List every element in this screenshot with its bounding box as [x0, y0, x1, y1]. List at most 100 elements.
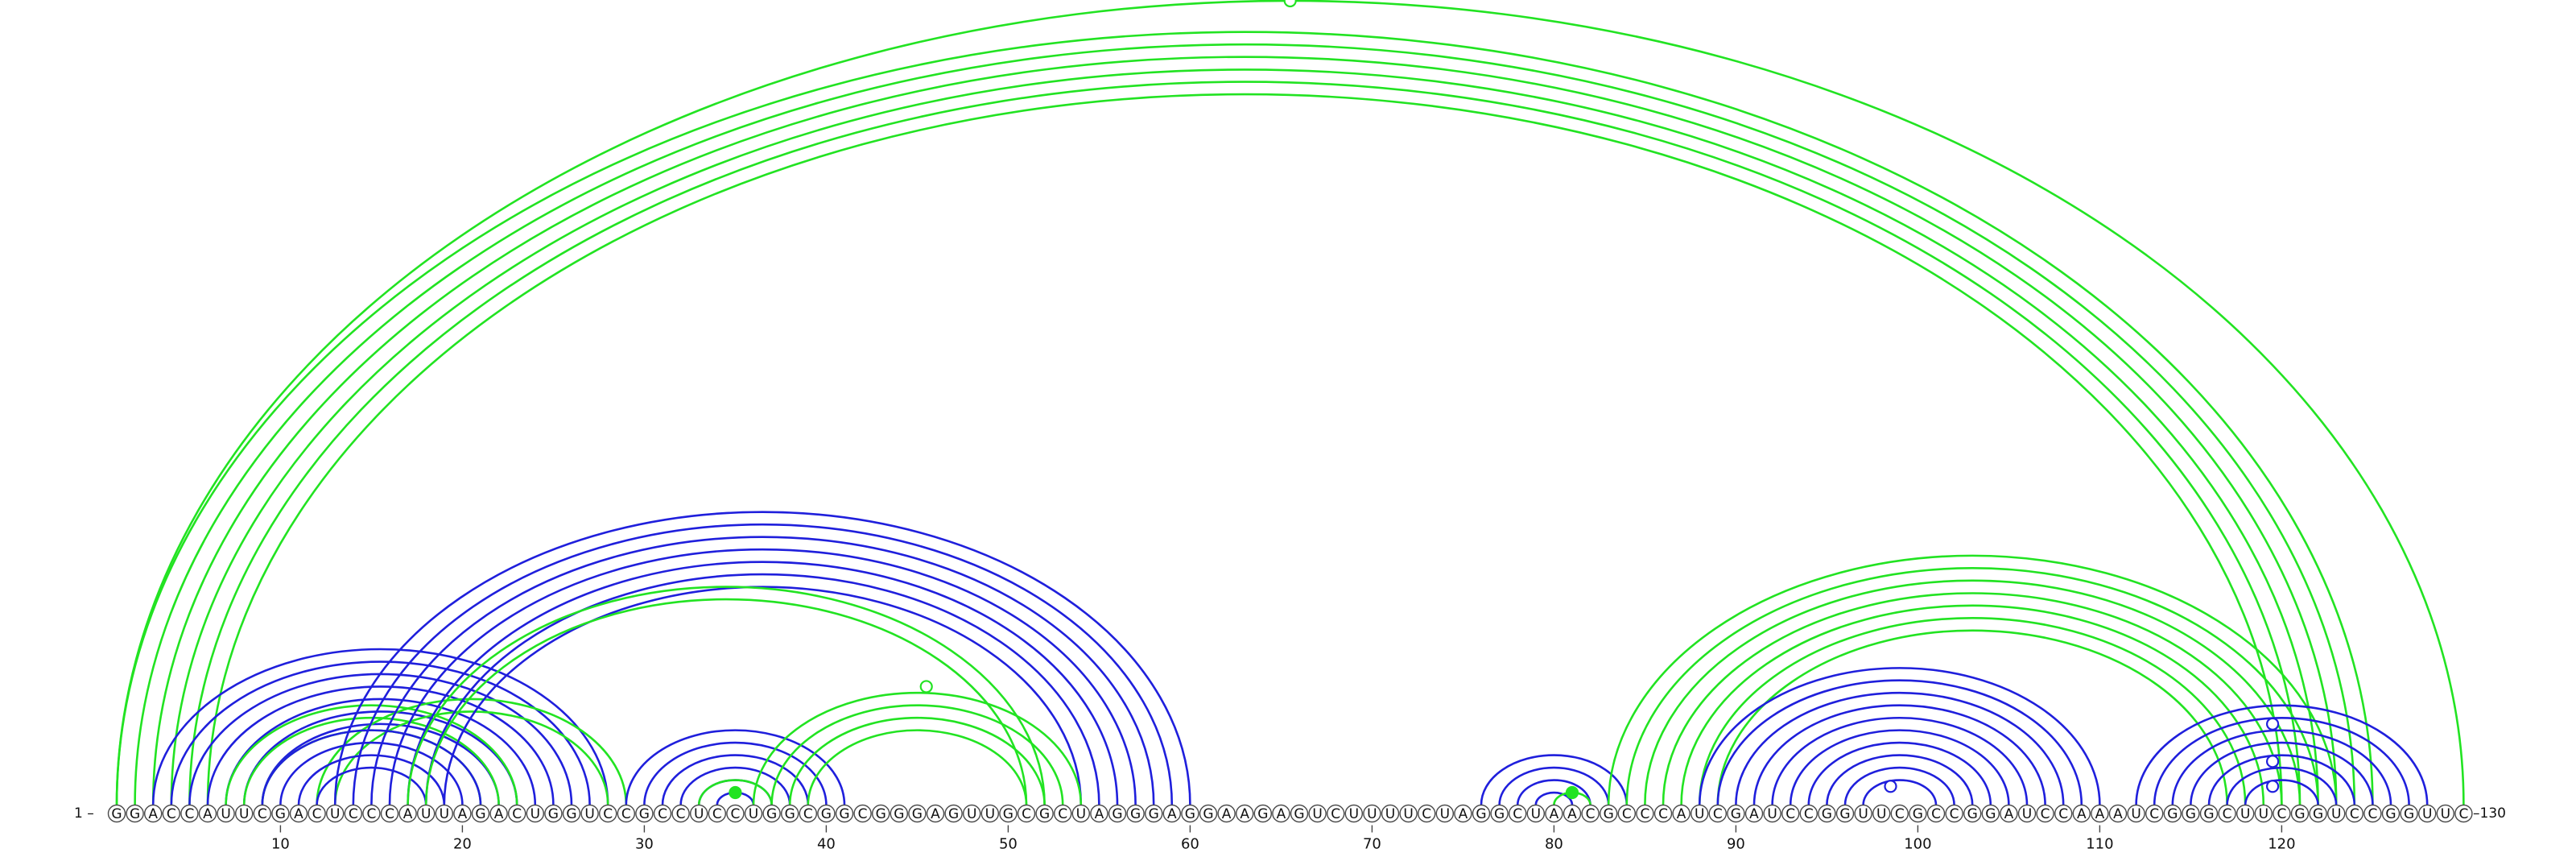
nucleotide: G	[2381, 804, 2401, 823]
nucleotide-circle	[2127, 804, 2145, 823]
arc-green-39-51	[807, 729, 1028, 805]
nucleotide-circle	[2163, 804, 2182, 823]
nucleotide-circle	[599, 804, 617, 823]
nucleotide-letter: C	[1331, 806, 1340, 822]
arc-blue-19-54	[443, 586, 1083, 805]
nucleotide-circle	[617, 804, 635, 823]
nucleotide-circle	[1272, 804, 1290, 823]
nucleotide: G	[562, 804, 581, 823]
axis-tick-label: 120	[2268, 836, 2295, 853]
nucleotide-circle	[962, 804, 981, 823]
nucleotide-letter: U	[1440, 806, 1450, 822]
arc-blue-7-24	[225, 698, 537, 805]
nucleotide: G	[999, 804, 1018, 823]
nucleotide: C	[1799, 804, 1818, 823]
nucleotide-circle	[1454, 804, 1472, 823]
nucleotide: C	[344, 804, 362, 823]
nucleotide-circle	[2417, 804, 2437, 823]
nucleotide-circle	[1799, 804, 1818, 823]
nucleotide-letter: U	[2441, 806, 2450, 822]
nucleotide-circle	[799, 804, 817, 823]
nucleotide-letter: C	[512, 806, 522, 822]
nucleotide-circle	[1763, 804, 1781, 823]
nucleotide-circle	[1508, 804, 1527, 823]
nucleotide-letter: C	[658, 806, 667, 822]
arc-blue-76-84	[1480, 754, 1629, 805]
nucleotide-circle	[1835, 804, 1855, 823]
nucleotide-letter: G	[1294, 806, 1304, 822]
arc-green-13-28	[333, 710, 609, 805]
nucleotide: G	[908, 804, 927, 823]
nucleotide: C	[1326, 804, 1345, 823]
arc-green-2-124	[134, 43, 2356, 805]
arc-blue-16-57	[388, 548, 1137, 805]
nucleotide-letter: G	[948, 806, 959, 822]
nucleotide-circle	[107, 804, 126, 823]
nucleotide-letter: G	[1913, 806, 1923, 822]
nucleotide-circle	[526, 804, 544, 823]
arc-blue-118-122	[2244, 779, 2319, 805]
nucleotide: C	[1945, 804, 1963, 823]
nucleotide: U	[217, 804, 235, 823]
nucleotide: U	[1690, 804, 1709, 823]
nucleotide: G	[1126, 804, 1145, 823]
nucleotide: U	[435, 804, 453, 823]
nucleotide-circle	[2054, 804, 2073, 823]
nucleotide-circle	[690, 804, 708, 823]
arc-green-36-54	[752, 691, 1083, 805]
nucleotide: U	[2417, 804, 2437, 823]
nucleotide: G	[1290, 804, 1309, 823]
nucleotide-circle	[1672, 804, 1690, 823]
nucleotide-letter: A	[1167, 806, 1177, 822]
nucleotide-letter: G	[1822, 806, 1832, 822]
nucleotide-letter: U	[2131, 806, 2140, 822]
nucleotide-circle	[2145, 804, 2164, 823]
nucleotide-letter: A	[931, 806, 940, 822]
nucleotide-circle	[2017, 804, 2037, 823]
nucleotide-circle	[1526, 804, 1546, 823]
nucleotide-letter: G	[876, 806, 886, 822]
nucleotide-circle	[544, 804, 563, 823]
nucleotide-letter: C	[676, 806, 686, 822]
nucleotide-circle	[1617, 804, 1637, 823]
nucleotide-circle	[926, 804, 945, 823]
nucleotide-circle	[1890, 804, 1909, 823]
arc-green-86-120	[1662, 592, 2283, 805]
arc-blue-77-83	[1498, 766, 1610, 805]
nucleotide: C	[2363, 804, 2382, 823]
arc-green-88-118	[1698, 616, 2247, 805]
nucleotide: C	[726, 804, 745, 823]
nucleotide-letter: C	[1785, 806, 1795, 822]
nucleotide-circle	[1126, 804, 1145, 823]
nucleotide: G	[1963, 804, 1982, 823]
nucleotide: G	[635, 804, 654, 823]
nucleotide: G	[817, 804, 836, 823]
nucleotide: C	[1781, 804, 1800, 823]
nucleotide-letter: G	[2167, 806, 2178, 822]
nucleotide: C	[653, 804, 672, 823]
nucleotide-letter: A	[294, 806, 303, 822]
nucleotide: A	[1217, 804, 1236, 823]
nucleotide-letter: C	[1022, 806, 1031, 822]
nucleotide-circle	[726, 804, 745, 823]
nucleotide-letter: G	[1967, 806, 1978, 822]
arc-green-85-121	[1644, 579, 2301, 805]
nucleotide-letter: G	[111, 806, 122, 822]
nucleotide: A	[2000, 804, 2018, 823]
nucleotide: C	[671, 804, 690, 823]
nucleotide: U	[1872, 804, 1891, 823]
nucleotide-letter: G	[1112, 806, 1122, 822]
arc-green-1-125	[115, 31, 2374, 805]
nucleotide: G	[835, 804, 854, 823]
nucleotide-letter: C	[1895, 806, 1905, 822]
nucleotide-circle	[1144, 804, 1163, 823]
nucleotide-letter: C	[2350, 806, 2359, 822]
nucleotide-letter: C	[2368, 806, 2377, 822]
nucleotide-letter: C	[2277, 806, 2286, 822]
nucleotide-circle	[2199, 804, 2219, 823]
green-marker-3	[729, 785, 742, 800]
nucleotide: A	[1672, 804, 1690, 823]
nucleotide-circle	[289, 804, 308, 823]
nucleotide: G	[762, 804, 781, 823]
nucleotide-letter: G	[1130, 806, 1141, 822]
